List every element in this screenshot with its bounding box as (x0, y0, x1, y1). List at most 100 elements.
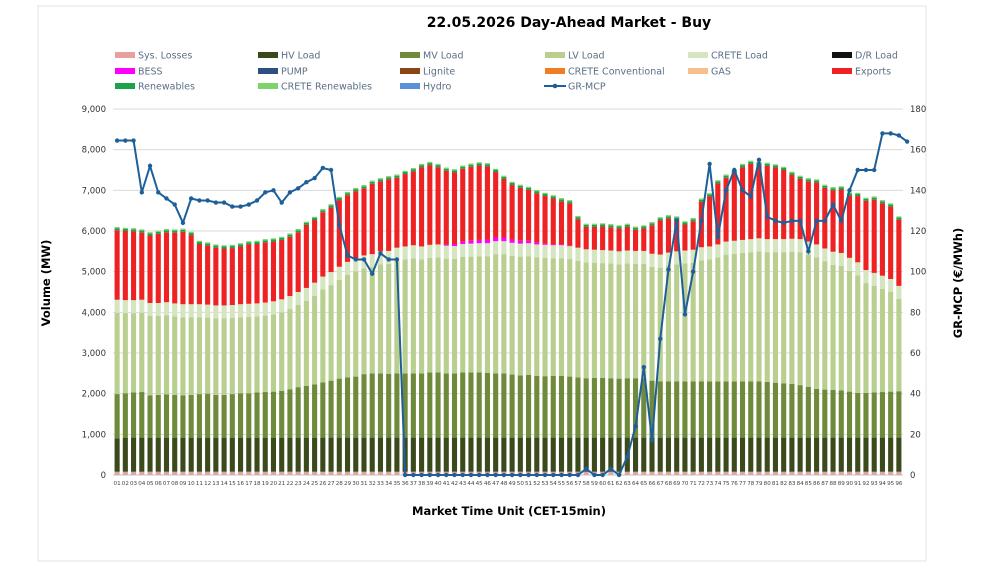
bar-mv-load (789, 383, 795, 438)
x-tick-label: 04 (138, 481, 146, 487)
bar-mv-load (558, 375, 565, 438)
gr-mcp-point (551, 472, 556, 478)
y2-tick-label: 140 (910, 186, 926, 196)
bar-sys-losses (731, 471, 737, 475)
x-tick-label: 75 (723, 481, 731, 487)
gr-mcp-point (707, 161, 712, 167)
bar-renewables (509, 183, 515, 186)
bar-exports (789, 174, 795, 239)
bar-lv-load (690, 262, 696, 382)
gr-mcp-point (378, 251, 383, 256)
bar-hv-load (657, 437, 663, 472)
bar-crete-load (229, 305, 235, 319)
legend-swatch (115, 83, 135, 89)
bar-renewables (641, 226, 647, 229)
bar-exports (328, 207, 334, 273)
bar-hv-load (526, 437, 532, 472)
bar-crete-load (312, 282, 318, 296)
x-tick-label: 89 (838, 481, 846, 487)
bar-crete-renewables (114, 226, 120, 229)
bar-hv-load (419, 437, 425, 472)
bar-mv-load (756, 381, 762, 438)
bar-renewables (888, 204, 894, 207)
bar-mv-load (797, 385, 803, 438)
legend-item-crete-load: CRETE Load (688, 51, 768, 62)
x-tick-label: 11 (196, 481, 204, 487)
bar-mv-load (748, 381, 754, 438)
bar-lv-load (715, 257, 721, 382)
bar-crete-renewables (542, 192, 548, 194)
y2-tick-label: 0 (910, 471, 915, 481)
bar-crete-renewables (270, 238, 277, 240)
gr-mcp-point (526, 472, 531, 478)
bar-sys-losses (361, 471, 367, 475)
bar-crete-load (196, 304, 202, 318)
bar-hv-load (246, 437, 252, 472)
bar-mv-load (147, 395, 153, 438)
bar-crete-load (764, 239, 770, 253)
bar-crete-renewables (830, 187, 836, 189)
bar-renewables (451, 170, 458, 173)
bar-sys-losses (855, 471, 861, 475)
bar-exports (879, 203, 885, 276)
bar-renewables (427, 163, 433, 166)
bar-renewables (238, 244, 244, 247)
gr-mcp-point (386, 257, 391, 262)
x-tick-label: 32 (369, 481, 376, 487)
bar-lv-load (517, 256, 523, 376)
bar-crete-renewables (682, 221, 688, 223)
bar-lv-load (386, 263, 392, 374)
legend-swatch (400, 83, 420, 89)
bar-sys-losses (822, 471, 828, 475)
bar-crete-renewables (435, 163, 441, 166)
gr-mcp-point (847, 188, 852, 193)
bar-exports (205, 245, 211, 305)
bar-hv-load (451, 437, 458, 472)
x-tick-label: 78 (747, 481, 755, 487)
bar-lv-load (402, 259, 408, 374)
bar-mv-load (287, 389, 293, 438)
bar-exports (254, 244, 260, 304)
bar-crete-load (855, 262, 861, 276)
bar-mv-load (435, 372, 441, 438)
bar-exports (451, 172, 458, 245)
gr-mcp-point (370, 271, 375, 276)
bar-sys-losses (386, 471, 392, 475)
bar-crete-load (468, 243, 474, 257)
bar-lv-load (295, 305, 301, 388)
bar-sys-losses (698, 471, 704, 475)
bar-sys-losses (633, 471, 639, 475)
bar-mv-load (879, 392, 885, 438)
bar-lv-load (871, 285, 877, 393)
bar-lv-load (781, 252, 787, 384)
bar-renewables (830, 188, 836, 191)
bar-lv-load (575, 260, 581, 378)
bar-renewables (213, 245, 219, 248)
bar-crete-load (509, 242, 515, 256)
bar-renewables (476, 163, 482, 166)
bar-crete-load (114, 299, 120, 313)
bar-renewables (312, 217, 318, 221)
bar-renewables (303, 222, 309, 225)
bar-crete-renewables (221, 245, 227, 247)
bar-sys-losses (838, 471, 844, 475)
bar-lv-load (163, 315, 170, 395)
bar-lv-load (896, 298, 902, 392)
legend-swatch (115, 52, 135, 58)
bar-crete-renewables (789, 171, 795, 173)
bar-sys-losses (896, 471, 902, 475)
gr-mcp-point (666, 267, 671, 272)
bar-mv-load (764, 381, 770, 438)
gr-mcp-point (822, 218, 828, 224)
bar-mv-load (723, 381, 729, 438)
bar-exports (739, 167, 746, 240)
x-tick-label: 40 (434, 481, 442, 487)
bar-crete-load (147, 302, 153, 316)
bar-exports (772, 167, 778, 240)
bar-exports (163, 232, 170, 303)
bar-lv-load (238, 317, 244, 394)
gr-mcp-point (312, 175, 317, 181)
bar-hv-load (468, 437, 474, 472)
bar-crete-renewables (180, 228, 186, 230)
x-tick-label: 65 (640, 481, 648, 487)
